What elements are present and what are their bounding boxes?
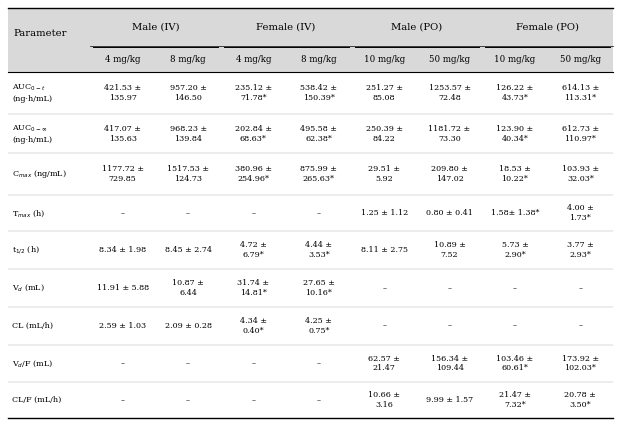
Text: –: – [317, 360, 321, 368]
Text: –: – [252, 209, 255, 217]
Text: T$_{max}$ (h): T$_{max}$ (h) [12, 208, 45, 219]
Text: 18.53 ±
10.22*: 18.53 ± 10.22* [499, 165, 531, 183]
Text: 4.25 ±
0.75*: 4.25 ± 0.75* [306, 317, 332, 334]
Text: Female (PO): Female (PO) [516, 23, 579, 32]
Text: 103.46 ±
60.61*: 103.46 ± 60.61* [496, 354, 533, 372]
Text: 10.89 ±
7.52: 10.89 ± 7.52 [433, 241, 466, 259]
Text: –: – [120, 360, 125, 368]
Text: 5.73 ±
2.90*: 5.73 ± 2.90* [502, 241, 528, 259]
Text: 251.27 ±
85.08: 251.27 ± 85.08 [366, 84, 402, 102]
Text: 202.84 ±
68.63*: 202.84 ± 68.63* [235, 125, 272, 143]
Text: 20.78 ±
3.50*: 20.78 ± 3.50* [564, 391, 596, 409]
Text: CL (mL/h): CL (mL/h) [12, 322, 53, 330]
Text: –: – [186, 360, 190, 368]
Text: 62.57 ±
21.47: 62.57 ± 21.47 [368, 354, 400, 372]
Text: –: – [513, 284, 517, 292]
Text: 495.58 ±
62.38*: 495.58 ± 62.38* [301, 125, 337, 143]
Text: 50 mg/kg: 50 mg/kg [560, 55, 601, 63]
Text: 103.93 ±
32.03*: 103.93 ± 32.03* [562, 165, 599, 183]
Text: Male (PO): Male (PO) [391, 23, 443, 32]
Text: V$_{d}$/F (mL): V$_{d}$/F (mL) [12, 358, 53, 369]
Text: 612.73 ±
110.97*: 612.73 ± 110.97* [562, 125, 599, 143]
Text: 2.09 ± 0.28: 2.09 ± 0.28 [165, 322, 212, 330]
Text: 380.96 ±
254.96*: 380.96 ± 254.96* [235, 165, 272, 183]
Text: Female (IV): Female (IV) [256, 23, 316, 32]
Text: AUC$_{0-∞}$
(ng·h/mL): AUC$_{0-∞}$ (ng·h/mL) [12, 124, 52, 144]
Text: 4 mg/kg: 4 mg/kg [105, 55, 140, 63]
Text: 11.91 ± 5.88: 11.91 ± 5.88 [97, 284, 149, 292]
Text: 8.45 ± 2.74: 8.45 ± 2.74 [165, 246, 212, 254]
Text: 957.20 ±
146.50: 957.20 ± 146.50 [170, 84, 207, 102]
Text: Parameter: Parameter [13, 29, 66, 37]
Text: Male (IV): Male (IV) [132, 23, 179, 32]
Text: 1.58± 1.38*: 1.58± 1.38* [491, 209, 539, 217]
Text: 21.47 ±
7.32*: 21.47 ± 7.32* [499, 391, 531, 409]
Text: 10 mg/kg: 10 mg/kg [494, 55, 535, 63]
Text: 10.87 ±
6.44: 10.87 ± 6.44 [172, 279, 204, 297]
Text: 250.39 ±
84.22: 250.39 ± 84.22 [366, 125, 402, 143]
Text: 8.11 ± 2.75: 8.11 ± 2.75 [361, 246, 408, 254]
Text: –: – [317, 396, 321, 404]
Text: –: – [252, 396, 255, 404]
Text: 4.00 ±
1.73*: 4.00 ± 1.73* [567, 204, 594, 222]
Text: –: – [382, 322, 386, 330]
Text: –: – [448, 284, 451, 292]
Text: 8.34 ± 1.98: 8.34 ± 1.98 [99, 246, 147, 254]
Text: 4.44 ±
3.53*: 4.44 ± 3.53* [306, 241, 332, 259]
Text: 123.90 ±
40.34*: 123.90 ± 40.34* [496, 125, 533, 143]
Text: 156.34 ±
109.44: 156.34 ± 109.44 [431, 354, 468, 372]
Text: 4.72 ±
6.79*: 4.72 ± 6.79* [240, 241, 267, 259]
Text: 1.25 ± 1.12: 1.25 ± 1.12 [361, 209, 408, 217]
Text: 27.65 ±
10.16*: 27.65 ± 10.16* [303, 279, 335, 297]
Text: C$_{max}$ (ng/mL): C$_{max}$ (ng/mL) [12, 168, 67, 180]
Text: 1177.72 ±
729.85: 1177.72 ± 729.85 [102, 165, 143, 183]
Text: AUC$_{0-t}$
(ng·h/mL): AUC$_{0-t}$ (ng·h/mL) [12, 83, 52, 103]
Text: 50 mg/kg: 50 mg/kg [429, 55, 470, 63]
Text: 3.77 ±
2.93*: 3.77 ± 2.93* [567, 241, 594, 259]
Text: –: – [513, 322, 517, 330]
Text: 10.66 ±
3.16: 10.66 ± 3.16 [368, 391, 400, 409]
Text: –: – [382, 284, 386, 292]
Text: 126.22 ±
43.73*: 126.22 ± 43.73* [496, 84, 533, 102]
Text: CL/F (mL/h): CL/F (mL/h) [12, 396, 61, 404]
Text: 1517.53 ±
124.73: 1517.53 ± 124.73 [167, 165, 209, 183]
Text: 1181.72 ±
73.30: 1181.72 ± 73.30 [428, 125, 471, 143]
Text: 968.23 ±
139.84: 968.23 ± 139.84 [170, 125, 207, 143]
Text: 235.12 ±
71.78*: 235.12 ± 71.78* [235, 84, 272, 102]
Text: 31.74 ±
14.81*: 31.74 ± 14.81* [237, 279, 270, 297]
Text: 9.99 ± 1.57: 9.99 ± 1.57 [426, 396, 473, 404]
Text: –: – [578, 284, 582, 292]
Text: t$_{1/2}$ (h): t$_{1/2}$ (h) [12, 244, 40, 256]
Text: 421.53 ±
135.97: 421.53 ± 135.97 [104, 84, 141, 102]
Text: 614.13 ±
113.31*: 614.13 ± 113.31* [561, 84, 599, 102]
Text: –: – [448, 322, 451, 330]
Text: 875.99 ±
265.63*: 875.99 ± 265.63* [301, 165, 337, 183]
Text: 417.07 ±
135.63: 417.07 ± 135.63 [104, 125, 141, 143]
Text: 173.92 ±
102.03*: 173.92 ± 102.03* [562, 354, 599, 372]
Text: 209.80 ±
147.02: 209.80 ± 147.02 [431, 165, 468, 183]
Text: 538.42 ±
150.39*: 538.42 ± 150.39* [301, 84, 337, 102]
Text: 8 mg/kg: 8 mg/kg [301, 55, 337, 63]
Text: 2.59 ± 1.03: 2.59 ± 1.03 [99, 322, 147, 330]
Text: 8 mg/kg: 8 mg/kg [170, 55, 206, 63]
Text: –: – [186, 396, 190, 404]
Text: 4 mg/kg: 4 mg/kg [236, 55, 271, 63]
Text: 4.34 ±
0.40*: 4.34 ± 0.40* [240, 317, 267, 334]
Text: 0.80 ± 0.41: 0.80 ± 0.41 [426, 209, 473, 217]
Text: –: – [120, 209, 125, 217]
Text: –: – [186, 209, 190, 217]
Text: –: – [317, 209, 321, 217]
Text: 29.51 ±
5.92: 29.51 ± 5.92 [368, 165, 400, 183]
Text: –: – [252, 360, 255, 368]
Text: V$_{d}$ (mL): V$_{d}$ (mL) [12, 282, 45, 294]
Bar [8, 8, 613, 72]
Text: 1253.57 ±
72.48: 1253.57 ± 72.48 [428, 84, 471, 102]
Text: 10 mg/kg: 10 mg/kg [363, 55, 405, 63]
Text: –: – [578, 322, 582, 330]
Text: –: – [120, 396, 125, 404]
